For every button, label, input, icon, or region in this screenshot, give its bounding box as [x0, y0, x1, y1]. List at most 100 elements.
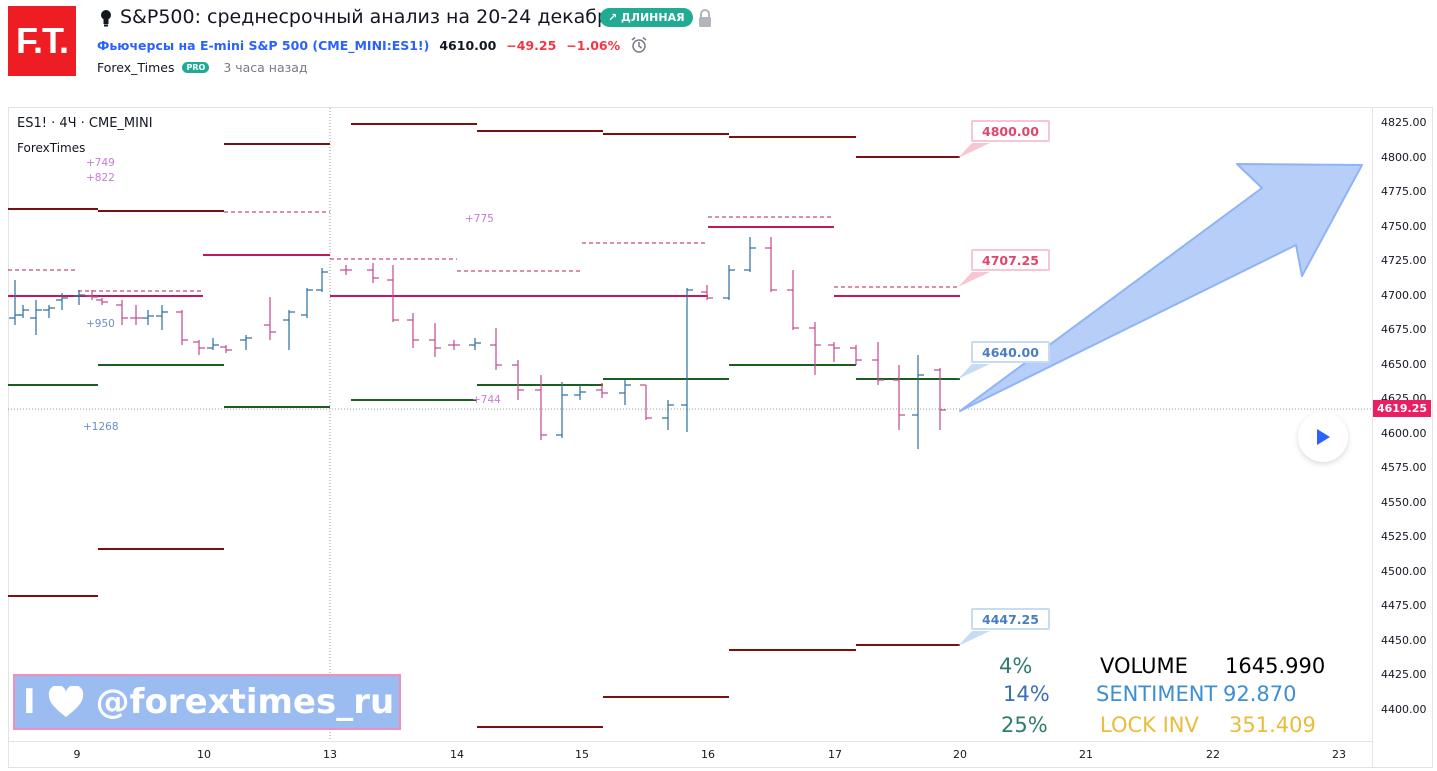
- ohlc-bar: [9, 280, 21, 325]
- time-tick-label: 23: [1332, 748, 1346, 761]
- ohlc-bar: [596, 383, 608, 398]
- time-tick-label: 21: [1079, 748, 1093, 761]
- ohlc-bar: [490, 328, 502, 370]
- price-tick-label: 4725.00: [1381, 254, 1427, 267]
- ohlc-bar: [681, 288, 693, 432]
- ohlc-bar: [448, 340, 460, 350]
- ohlc-bar: [367, 263, 379, 283]
- watermark-banner: I @forextimes_ru: [13, 674, 401, 730]
- ohlc-bar: [340, 265, 352, 275]
- chart-legend-indicator[interactable]: ForexTimes: [17, 141, 86, 155]
- published-time: 3 часа назад: [223, 60, 308, 75]
- chart-legend-symbol[interactable]: ES1! · 4Ч · CME_MINI: [17, 116, 153, 131]
- heart-icon: [48, 686, 83, 717]
- ohlc-bar: [872, 342, 884, 385]
- time-axis[interactable]: [8, 741, 1372, 768]
- ohlc-bar: [283, 310, 295, 350]
- ohlc-bar: [574, 385, 586, 400]
- price-tick-label: 4775.00: [1381, 185, 1427, 198]
- ohlc-bar: [407, 313, 419, 348]
- ohlc-bar: [240, 335, 252, 350]
- time-tick-label: 15: [575, 748, 589, 761]
- ohlc-bar: [207, 338, 219, 350]
- ohlc-bar: [130, 305, 142, 325]
- alarm-clock-icon[interactable]: [630, 36, 648, 54]
- ohlc-bar: [701, 285, 713, 300]
- ohlc-bar: [429, 323, 441, 357]
- author-line: Forex_Times PRO 3 часа назад: [97, 60, 308, 75]
- symbol-link[interactable]: Фьючерсы на E-mini S&P 500 (CME_MINI:ES1…: [97, 37, 430, 53]
- lock-icon[interactable]: [697, 8, 713, 28]
- price-callout-4800[interactable]: 4800.00: [971, 120, 1050, 142]
- callout-pointer: [958, 631, 990, 646]
- ohlc-bar: [142, 310, 154, 325]
- price-tick-label: 4700.00: [1381, 288, 1427, 302]
- price-tick-label: 4450.00: [1381, 633, 1427, 647]
- ohlc-bar: [469, 338, 481, 350]
- ohlc-bar: [264, 297, 276, 340]
- price-change-percent: −1.06%: [566, 37, 621, 53]
- forextimes-logo: F.T.: [8, 6, 76, 76]
- lock-inv-label: LOCK INV: [1100, 713, 1199, 737]
- price-tick-label: 4650.00: [1381, 357, 1427, 371]
- long-direction-badge: ↗ ДЛИННАЯ: [600, 8, 693, 27]
- ohlc-bar: [301, 288, 313, 318]
- sentiment-value: 92.870: [1223, 682, 1297, 706]
- ohlc-bar: [535, 375, 547, 440]
- stat-percent-2: 14%: [1003, 682, 1050, 706]
- chart-pane[interactable]: [8, 107, 1433, 768]
- price-tick-label: 4425.00: [1381, 668, 1427, 681]
- price-tick-label: 4800.00: [1381, 150, 1427, 164]
- ohlc-bar: [193, 340, 205, 355]
- ohlc-bar: [662, 400, 674, 430]
- time-tick-label: 16: [701, 748, 715, 761]
- time-tick-label: 22: [1206, 748, 1220, 761]
- callout-pointer: [958, 143, 990, 158]
- price-tick-label: 4400.00: [1381, 702, 1427, 716]
- price-callout-4640[interactable]: 4640.00: [971, 341, 1050, 363]
- price-tick-label: 4475.00: [1381, 599, 1427, 612]
- time-tick-label: 14: [450, 748, 464, 761]
- play-replay-button[interactable]: [1298, 412, 1348, 462]
- price-callout-4447[interactable]: 4447.25: [971, 608, 1050, 630]
- time-tick-label: 17: [828, 748, 842, 761]
- volume-value: 1645.990: [1225, 654, 1326, 678]
- price-tick-label: 4500.00: [1381, 564, 1427, 578]
- ohlc-bar: [640, 384, 652, 420]
- price-tick-label: 4600.00: [1381, 426, 1427, 440]
- ohlc-bar: [220, 345, 232, 353]
- annotation-label: +950: [86, 318, 115, 330]
- ohlc-bar: [765, 237, 777, 292]
- annotation-label: +822: [86, 172, 115, 184]
- annotation-label: +749: [86, 157, 115, 169]
- play-icon: [1317, 429, 1330, 445]
- price-tick-label: 4525.00: [1381, 530, 1427, 543]
- ohlc-bar: [30, 300, 42, 335]
- price-axis[interactable]: [1372, 107, 1433, 768]
- ohlc-bar: [316, 268, 328, 292]
- price-tick-label: 4575.00: [1381, 461, 1427, 474]
- price-tick-label: 4750.00: [1381, 219, 1427, 233]
- ohlc-bar: [619, 380, 631, 405]
- stat-percent-3: 25%: [1001, 713, 1048, 737]
- watermark-text: I: [23, 682, 36, 722]
- ohlc-bar: [387, 265, 399, 322]
- price-tick-label: 4675.00: [1381, 323, 1427, 336]
- ohlc-bar: [96, 298, 108, 305]
- stat-percent-1: 4%: [999, 654, 1033, 678]
- callout-pointer: [958, 272, 990, 287]
- ohlc-bar: [43, 305, 55, 318]
- ohlc-bar: [828, 342, 840, 362]
- price-callout-4707[interactable]: 4707.25: [971, 249, 1050, 271]
- ohlc-bar: [912, 355, 924, 449]
- idea-title: S&P500: среднесрочный анализ на 20-24 де…: [120, 6, 627, 28]
- annotation-label: +775: [465, 213, 494, 225]
- ohlc-bar: [787, 270, 799, 330]
- ohlc-bar: [156, 305, 168, 330]
- annotation-label: +744: [472, 394, 501, 406]
- ohlc-bar: [176, 310, 188, 345]
- ohlc-bar: [744, 237, 756, 272]
- author-name[interactable]: Forex_Times: [97, 60, 175, 75]
- watermark-handle: @forextimes_ru: [95, 682, 395, 722]
- volume-label: VOLUME: [1100, 654, 1188, 678]
